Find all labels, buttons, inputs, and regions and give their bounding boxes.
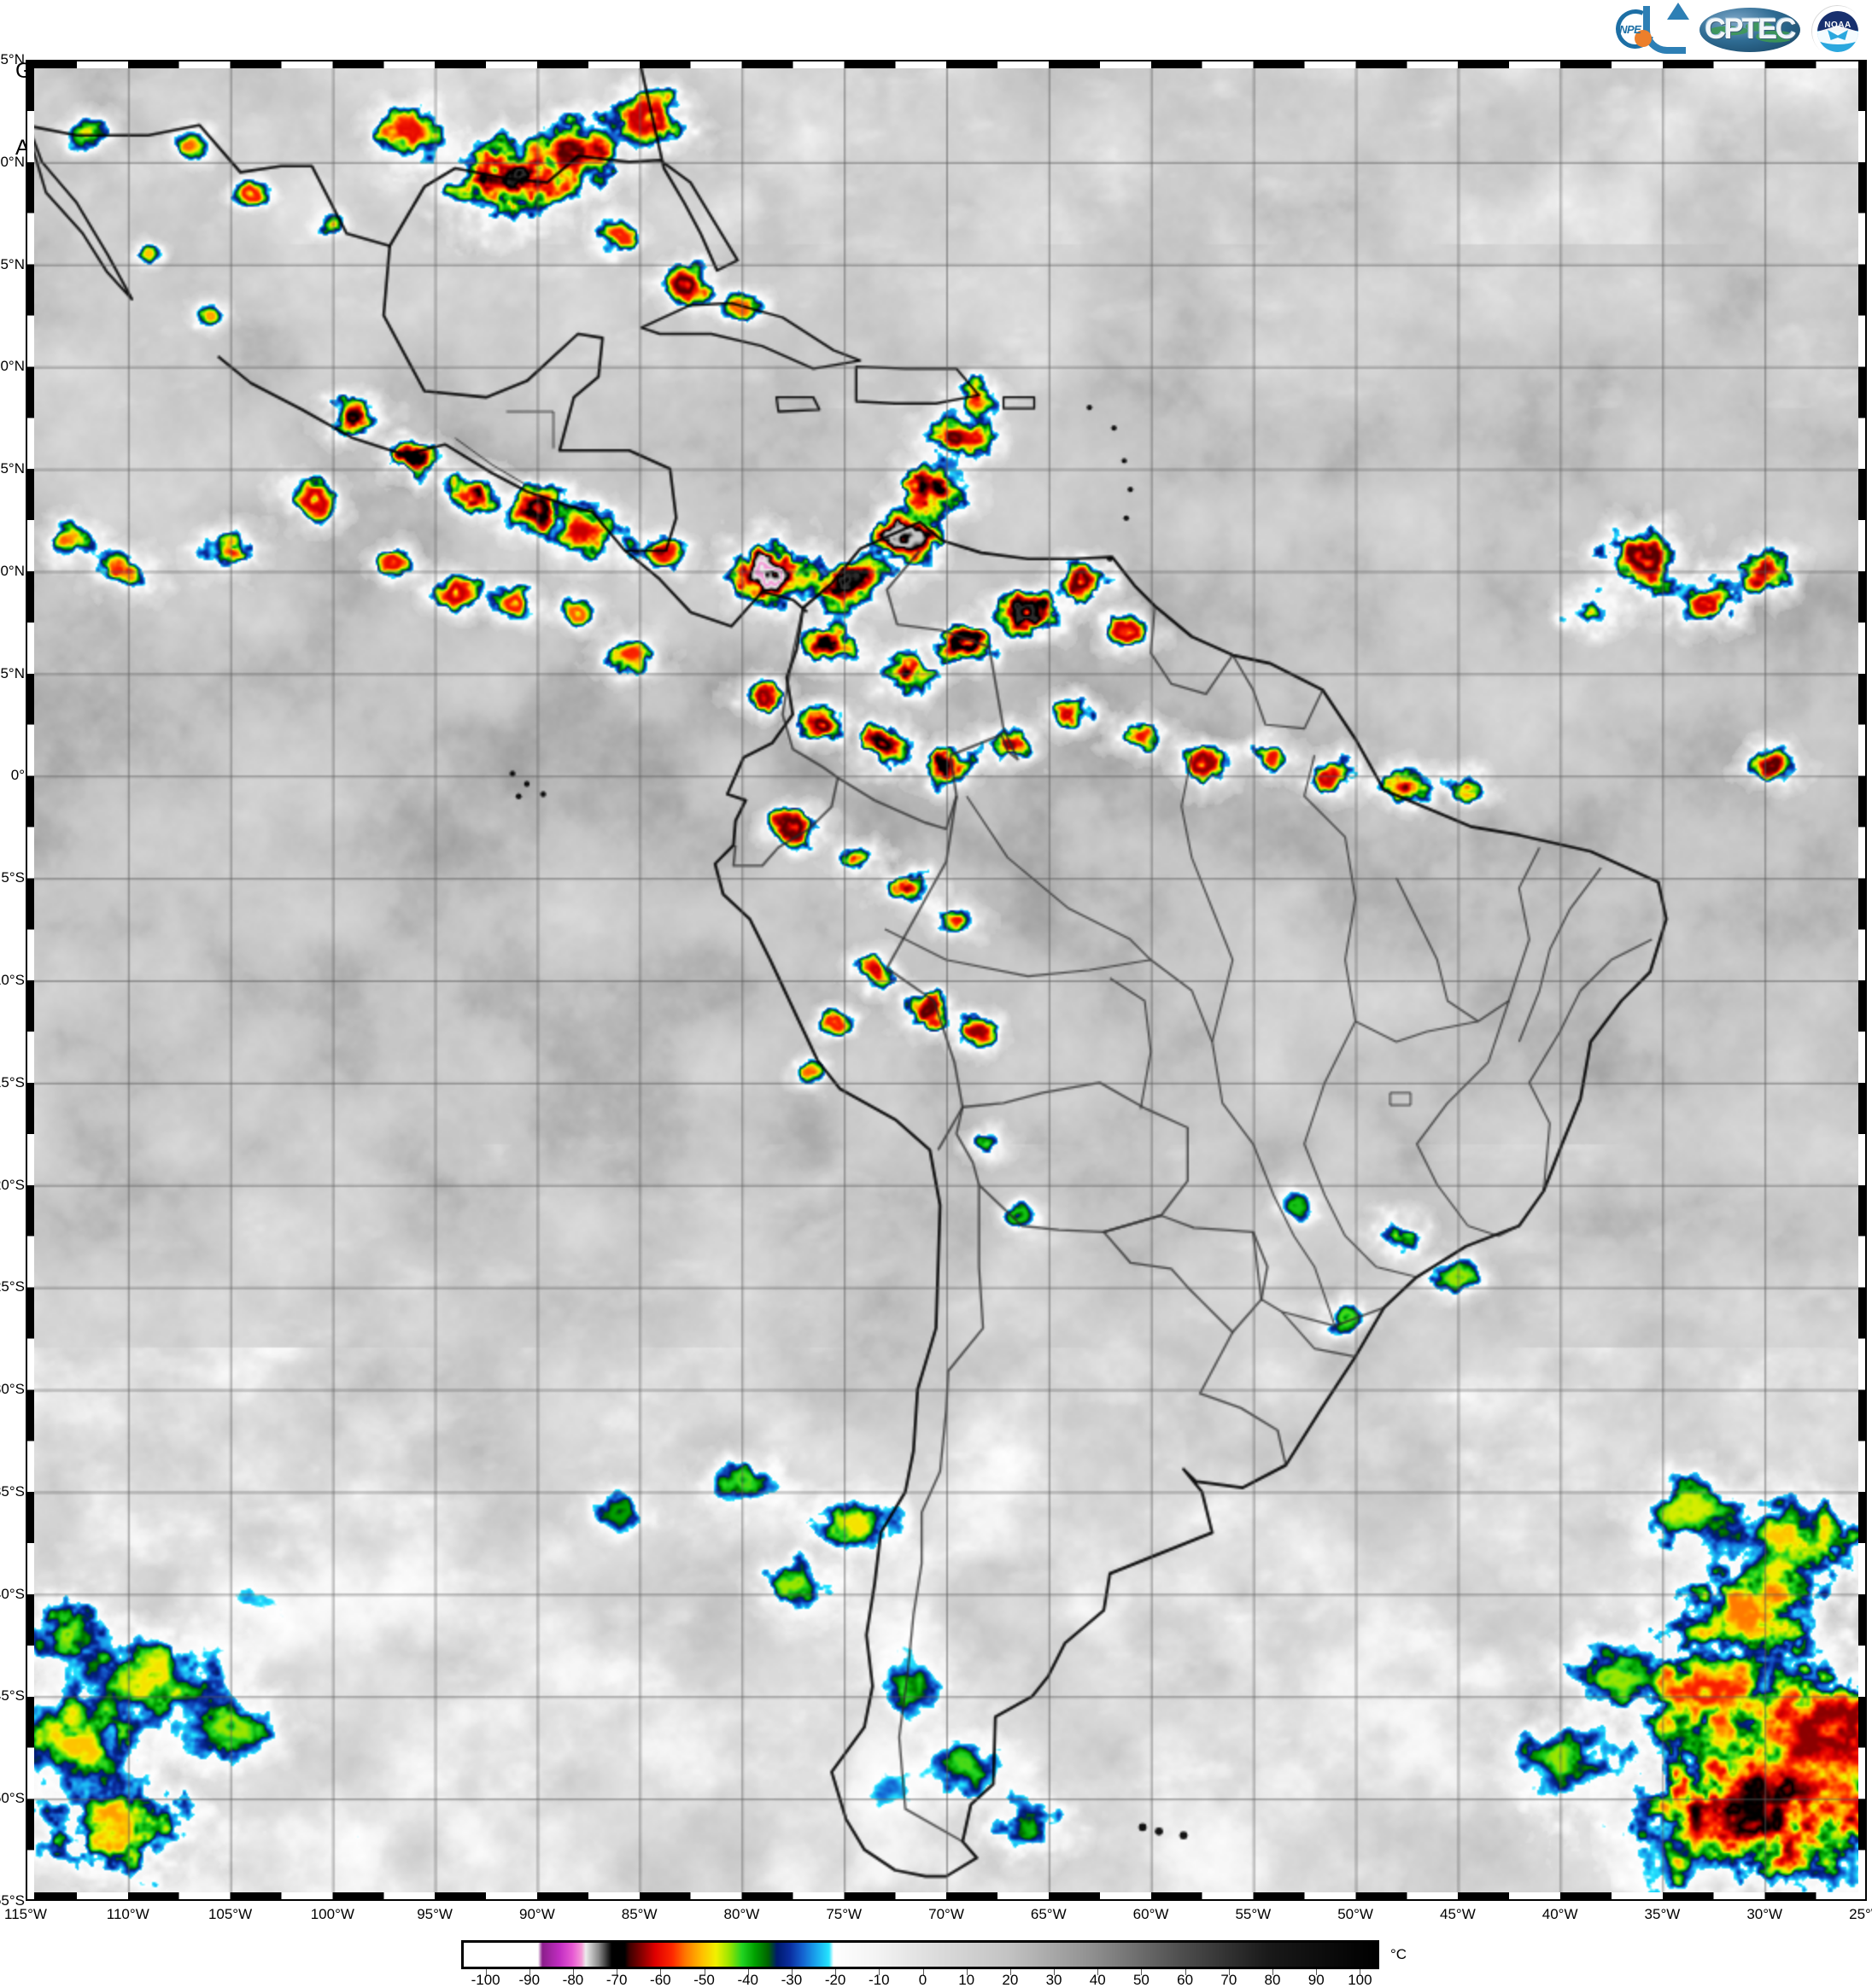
latitude-tick-label: 15°N bbox=[0, 460, 25, 477]
cptec-logo-label: CPTEC bbox=[1705, 13, 1796, 45]
logo-bar: INPE CPTEC NOAA bbox=[1610, 2, 1867, 58]
colorbar-tick bbox=[1054, 1969, 1056, 1975]
latitude-tick-label: 30°S bbox=[0, 1381, 25, 1398]
colorbar-tick bbox=[879, 1969, 880, 1975]
latitude-tick-label: 5°S bbox=[1, 869, 25, 886]
colorbar-tick bbox=[660, 1969, 662, 1975]
longitude-tick-label: 45°W bbox=[1439, 1906, 1476, 1922]
colorbar-tick-label: -40 bbox=[737, 1972, 759, 1988]
colorbar-tick-label: -50 bbox=[693, 1972, 715, 1988]
latitude-tick-label: 35°N bbox=[0, 51, 25, 67]
colorbar-tick-label: 80 bbox=[1264, 1972, 1281, 1988]
noaa-logo: NOAA bbox=[1809, 3, 1867, 57]
longitude-tick-label: 40°W bbox=[1541, 1906, 1578, 1922]
longitude-tick-label: 75°W bbox=[826, 1906, 863, 1922]
longitude-tick-label: 25°W bbox=[1849, 1906, 1872, 1922]
colorbar-tick bbox=[1009, 1969, 1011, 1975]
longitude-tick-label: 70°W bbox=[928, 1906, 964, 1922]
colorbar-tick-label: 20 bbox=[1002, 1972, 1019, 1988]
colorbar-tick bbox=[791, 1969, 793, 1975]
colorbar-tick bbox=[747, 1969, 749, 1975]
latitude-tick-label: 10°S bbox=[0, 972, 25, 988]
colorbar-tick bbox=[1097, 1969, 1099, 1975]
colorbar-tick bbox=[572, 1969, 574, 1975]
inpe-logo-label: INPE bbox=[1617, 23, 1641, 36]
colorbar-tick bbox=[1316, 1969, 1318, 1975]
longitude-tick-label: 95°W bbox=[417, 1906, 453, 1922]
inpe-dot-icon bbox=[1635, 30, 1652, 47]
longitude-tick-label: 55°W bbox=[1235, 1906, 1272, 1922]
colorbar-tick-label: 40 bbox=[1089, 1972, 1106, 1988]
longitude-tick-label: 110°W bbox=[106, 1906, 149, 1922]
colorbar-tick-label: -80 bbox=[562, 1972, 584, 1988]
latitude-tick-label: 35°S bbox=[0, 1482, 25, 1500]
satellite-image-canvas bbox=[26, 60, 1867, 1901]
colorbar-tick bbox=[1141, 1969, 1143, 1975]
colorbar-tick-label: 100 bbox=[1348, 1972, 1372, 1988]
colorbar-tick-label: -70 bbox=[605, 1972, 628, 1988]
colorbar-tick-label: -100 bbox=[471, 1972, 500, 1988]
longitude-tick-label: 100°W bbox=[310, 1906, 354, 1922]
latitude-tick-label: 25°S bbox=[0, 1278, 25, 1295]
colorbar-tick bbox=[922, 1969, 924, 1975]
colorbar-tick-label: -60 bbox=[650, 1972, 671, 1988]
colorbar-tick-label: 0 bbox=[918, 1972, 927, 1988]
colorbar-tick-label: 30 bbox=[1045, 1972, 1062, 1988]
noaa-ring bbox=[1811, 5, 1863, 56]
cptec-logo: CPTEC bbox=[1699, 3, 1800, 57]
globe-icon bbox=[1699, 8, 1800, 52]
latitude-tick-label: 40°S bbox=[0, 1585, 25, 1602]
satellite-map[interactable] bbox=[26, 60, 1867, 1901]
latitude-tick-label: 55°S bbox=[0, 1892, 25, 1909]
colorbar-tick-label: -90 bbox=[518, 1972, 541, 1988]
longitude-tick-label: 65°W bbox=[1030, 1906, 1067, 1922]
colorbar-tick bbox=[485, 1969, 487, 1975]
colorbar-tick-label: 70 bbox=[1220, 1972, 1237, 1988]
colorbar-tick-label: 60 bbox=[1177, 1972, 1194, 1988]
latitude-tick-label: 30°N bbox=[0, 153, 25, 170]
colorbar-tick-label: -30 bbox=[781, 1972, 803, 1988]
latitude-tick-label: 10°N bbox=[0, 562, 25, 579]
latitude-tick-label: 45°S bbox=[0, 1687, 25, 1704]
longitude-tick-label: 60°W bbox=[1132, 1906, 1169, 1922]
longitude-tick-label: 80°W bbox=[723, 1906, 760, 1922]
colorbar-unit-label: °C bbox=[1390, 1946, 1407, 1962]
latitude-tick-label: 5°N bbox=[0, 664, 25, 681]
colorbar-tick-label: 50 bbox=[1132, 1972, 1150, 1988]
longitude-tick-label: 50°W bbox=[1337, 1906, 1373, 1922]
longitude-tick-label: 35°W bbox=[1644, 1906, 1681, 1922]
longitude-tick-label: 30°W bbox=[1746, 1906, 1783, 1922]
noaa-seal-icon: NOAA bbox=[1811, 4, 1863, 57]
longitude-tick-label: 105°W bbox=[208, 1906, 253, 1922]
colorbar-tick-label: -20 bbox=[824, 1972, 846, 1988]
colorbar-tick bbox=[1272, 1969, 1274, 1975]
inpe-arrowhead-icon bbox=[1667, 3, 1689, 20]
latitude-tick-label: 50°S bbox=[0, 1790, 25, 1807]
colorbar-tick bbox=[835, 1969, 837, 1975]
colorbar-gradient bbox=[461, 1940, 1379, 1969]
colorbar-tick bbox=[1228, 1969, 1230, 1975]
longitude-tick-label: 90°W bbox=[518, 1906, 555, 1922]
latitude-tick-label: 20°N bbox=[0, 358, 25, 375]
latitude-tick-label: 15°S bbox=[0, 1073, 25, 1090]
colorbar bbox=[461, 1940, 1379, 1969]
colorbar-tick bbox=[529, 1969, 530, 1975]
colorbar-tick bbox=[1185, 1969, 1186, 1975]
colorbar-tick-label: -10 bbox=[869, 1972, 890, 1988]
colorbar-tick-label: 10 bbox=[958, 1972, 975, 1988]
inpe-logo: INPE bbox=[1610, 3, 1691, 57]
longitude-tick-label: 115°W bbox=[4, 1906, 47, 1922]
latitude-tick-label: 20°S bbox=[0, 1176, 25, 1193]
longitude-tick-label: 85°W bbox=[621, 1906, 658, 1922]
colorbar-tick-label: 90 bbox=[1307, 1972, 1325, 1988]
colorbar-tick bbox=[966, 1969, 968, 1975]
latitude-tick-label: 25°N bbox=[0, 255, 25, 272]
latitude-tick-label: 0° bbox=[10, 767, 25, 784]
